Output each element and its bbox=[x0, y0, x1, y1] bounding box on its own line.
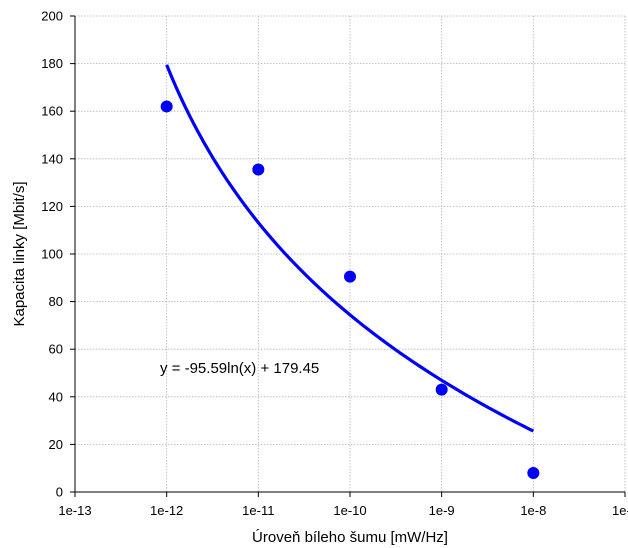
data-point bbox=[527, 466, 540, 479]
y-tick-label: 100 bbox=[41, 247, 63, 262]
trendline-equation: y = -95.59ln(x) + 179.45 bbox=[160, 360, 319, 377]
x-tick-label: 1e-8 bbox=[520, 503, 546, 518]
x-tick-label: 1e-12 bbox=[150, 503, 183, 518]
y-tick-label: 0 bbox=[56, 485, 63, 500]
data-point bbox=[344, 270, 356, 283]
data-point bbox=[252, 163, 265, 176]
y-tick-label: 200 bbox=[41, 9, 63, 24]
y-tick-label: 160 bbox=[41, 104, 63, 119]
data-point bbox=[435, 383, 448, 396]
grid bbox=[75, 15, 626, 492]
x-tick-label: 1e-9 bbox=[429, 503, 455, 518]
y-tick-label: 120 bbox=[41, 199, 63, 214]
trendline-layer bbox=[165, 64, 535, 433]
y-tick-label: 140 bbox=[41, 151, 63, 166]
y-tick-label: 20 bbox=[49, 437, 63, 452]
axes: 0 20 40 60 80 100 120 140 160 180 200 1e-13 1e-12 1e-… bbox=[41, 9, 628, 519]
x-tick-label: 1e-7 bbox=[612, 503, 628, 518]
x-axis-title: Úroveň bíleho šumu [mW/Hz] bbox=[252, 529, 448, 546]
data-point bbox=[160, 100, 173, 113]
trendline-curve bbox=[165, 64, 535, 433]
y-tick-label: 40 bbox=[49, 389, 63, 404]
y-tick-label: 80 bbox=[49, 294, 63, 309]
y-tick-label: 60 bbox=[49, 342, 63, 357]
data-points bbox=[160, 100, 540, 479]
y-axis-title: Kapacita linky [Mbit/s] bbox=[11, 181, 28, 326]
x-tick-label: 1e-13 bbox=[58, 503, 91, 518]
x-tick-label: 1e-10 bbox=[333, 503, 366, 518]
y-tick-label: 180 bbox=[41, 56, 63, 71]
x-tick-label: 1e-11 bbox=[242, 503, 274, 518]
